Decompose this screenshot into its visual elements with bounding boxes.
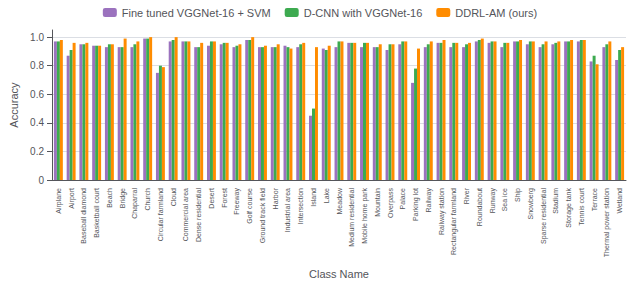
svg-text:Desert: Desert <box>208 188 215 209</box>
svg-text:Bridge: Bridge <box>119 188 127 208</box>
svg-text:Industrial area: Industrial area <box>284 188 291 232</box>
svg-text:Freeway: Freeway <box>233 188 241 215</box>
svg-text:Overpass: Overpass <box>387 188 395 218</box>
svg-text:Ship: Ship <box>514 188 522 202</box>
svg-text:Island: Island <box>310 188 317 207</box>
svg-text:Cloud: Cloud <box>170 188 177 206</box>
svg-text:Mountain: Mountain <box>374 188 381 217</box>
svg-text:Airplane: Airplane <box>55 188 63 214</box>
svg-text:Tennis court: Tennis court <box>578 188 585 226</box>
svg-text:Forest: Forest <box>221 188 228 208</box>
svg-text:Basketball court: Basketball court <box>93 188 100 238</box>
svg-text:Lake: Lake <box>323 188 330 203</box>
svg-text:Golf course: Golf course <box>246 188 253 224</box>
svg-text:Mobile home park: Mobile home park <box>361 188 369 244</box>
svg-text:Dense residential: Dense residential <box>195 188 202 243</box>
svg-text:Palace: Palace <box>399 188 406 210</box>
svg-text:Church: Church <box>144 188 151 211</box>
svg-text:DDRL-AM (ours): DDRL-AM (ours) <box>455 7 537 19</box>
svg-text:Baseball diamond: Baseball diamond <box>80 188 87 244</box>
svg-text:D-CNN with VGGNet-16: D-CNN with VGGNet-16 <box>304 7 423 19</box>
svg-text:Medium residential: Medium residential <box>348 188 355 247</box>
svg-text:Fine tuned VGGNet-16 + SVM: Fine tuned VGGNet-16 + SVM <box>122 7 271 19</box>
svg-text:Terrace: Terrace <box>591 188 598 211</box>
svg-text:Runway: Runway <box>489 188 497 214</box>
svg-text:Commercial area: Commercial area <box>182 188 189 241</box>
svg-text:Meadow: Meadow <box>336 187 343 214</box>
svg-text:Ground track field: Ground track field <box>259 188 266 243</box>
svg-text:0: 0 <box>38 175 44 186</box>
svg-text:0.6: 0.6 <box>30 89 44 100</box>
svg-text:Beach: Beach <box>106 188 113 208</box>
svg-text:Chaparral: Chaparral <box>131 188 139 219</box>
svg-text:Railway station: Railway station <box>438 188 446 235</box>
svg-text:0.8: 0.8 <box>30 60 44 71</box>
svg-text:Stadium: Stadium <box>552 188 559 214</box>
svg-text:Harbor: Harbor <box>272 187 279 209</box>
svg-text:River: River <box>463 187 470 204</box>
svg-text:Intersection: Intersection <box>297 188 304 224</box>
svg-text:Parking lot: Parking lot <box>412 188 420 221</box>
svg-text:Roundabout: Roundabout <box>476 188 483 226</box>
svg-text:Wetland: Wetland <box>616 188 623 214</box>
svg-text:Accuracy: Accuracy <box>8 82 20 128</box>
svg-text:Airport: Airport <box>68 188 76 209</box>
svg-text:Sparse residential: Sparse residential <box>540 188 548 244</box>
svg-text:Class Name: Class Name <box>309 268 369 280</box>
svg-text:1.0: 1.0 <box>30 32 44 43</box>
svg-text:Storage tank: Storage tank <box>565 188 573 228</box>
svg-text:0.2: 0.2 <box>30 146 44 157</box>
svg-text:Railway: Railway <box>425 188 433 213</box>
svg-text:Thermal power station: Thermal power station <box>603 188 611 257</box>
svg-text:Rectangular farmland: Rectangular farmland <box>450 188 458 255</box>
svg-text:Snowberg: Snowberg <box>527 188 535 220</box>
svg-text:Sea ice: Sea ice <box>501 188 508 211</box>
svg-text:0.4: 0.4 <box>30 117 44 128</box>
svg-text:Circular farmland: Circular farmland <box>157 188 164 241</box>
